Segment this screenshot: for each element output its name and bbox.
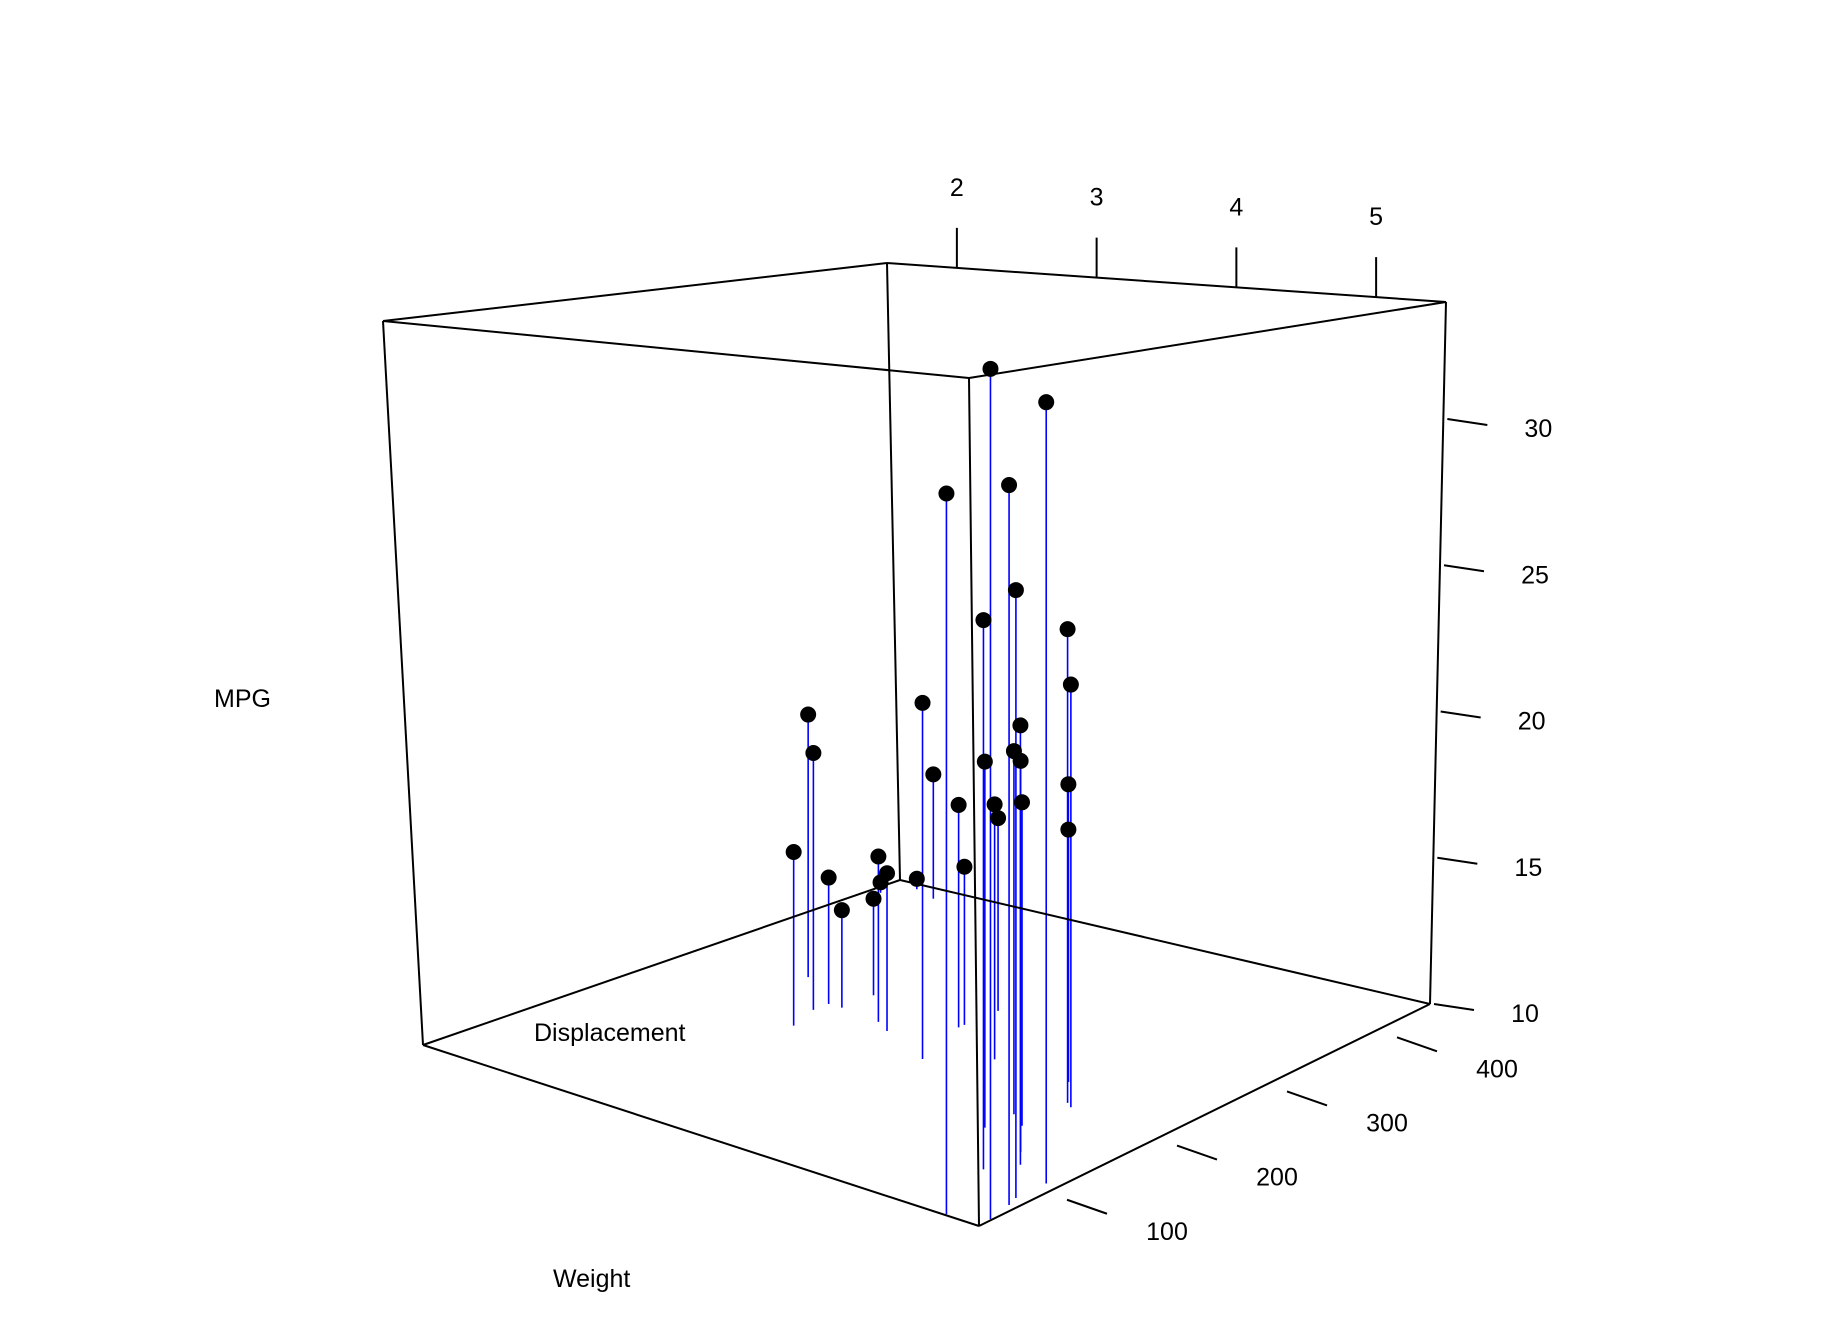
- data-point: [785, 844, 802, 861]
- z-axis-tick: [1443, 564, 1485, 573]
- box-edge: [968, 301, 1447, 379]
- z-axis-tick: [1437, 856, 1478, 865]
- data-point: [975, 612, 992, 629]
- data-point: [872, 874, 889, 891]
- axis-labels: MPG Displacement Weight: [214, 685, 686, 1293]
- data-point: [1001, 477, 1018, 494]
- y-axis-tick: [1066, 1198, 1108, 1215]
- data-point: [986, 796, 1003, 813]
- data-point: [938, 485, 955, 502]
- data-point: [1062, 676, 1079, 693]
- y-axis-label: Displacement: [534, 1019, 686, 1047]
- x-axis-label: Weight: [553, 1265, 630, 1293]
- x-tick-label: 4: [1229, 193, 1243, 221]
- data-point: [833, 902, 850, 919]
- box-edge: [978, 1003, 1431, 1227]
- data-point: [1060, 821, 1077, 838]
- data-point: [820, 869, 837, 886]
- data-point: [982, 360, 999, 377]
- data-point: [990, 810, 1007, 827]
- data-point: [976, 753, 993, 770]
- data-point: [1012, 717, 1029, 734]
- box-edge: [382, 320, 424, 1046]
- y-tick-label: 300: [1366, 1109, 1408, 1137]
- z-axis-tick: [1440, 710, 1481, 719]
- points-layer: [785, 360, 1079, 919]
- box-edge: [886, 262, 901, 881]
- drop-lines-layer: [792, 368, 1072, 1220]
- data-point: [870, 848, 887, 865]
- tick-marks: 2 3 4 5 100 200 300 400 10 15 20 25 30: [950, 174, 1552, 1246]
- data-point: [800, 706, 817, 723]
- z-axis-tick: [1447, 418, 1488, 426]
- z-tick-label: 25: [1521, 561, 1549, 589]
- z-tick-label: 30: [1524, 415, 1552, 443]
- data-point: [1038, 394, 1055, 411]
- box-edge: [968, 377, 980, 1227]
- plot-box: [382, 262, 1447, 1227]
- data-point: [1013, 794, 1030, 811]
- box-edge: [382, 320, 970, 379]
- data-point: [1007, 582, 1024, 599]
- box-edge: [899, 879, 1431, 1005]
- x-tick-label: 5: [1369, 203, 1383, 231]
- y-axis-tick: [1396, 1036, 1438, 1053]
- z-axis-label: MPG: [214, 685, 271, 713]
- y-tick-label: 200: [1256, 1164, 1298, 1192]
- y-tick-label: 400: [1476, 1055, 1518, 1083]
- data-point: [908, 870, 925, 887]
- box-edge: [886, 262, 1447, 303]
- data-point: [925, 766, 942, 783]
- z-tick-label: 15: [1514, 854, 1542, 882]
- y-axis-tick: [1286, 1090, 1328, 1107]
- data-point: [1060, 776, 1077, 793]
- box-edge: [1429, 301, 1447, 1005]
- data-point: [956, 858, 973, 875]
- box-edge: [382, 262, 888, 322]
- x-tick-label: 3: [1090, 184, 1104, 212]
- data-point: [1005, 743, 1022, 760]
- z-axis-tick: [1433, 1003, 1475, 1011]
- data-point: [950, 796, 967, 813]
- x-tick-label: 2: [950, 174, 964, 202]
- box-edge: [422, 1044, 980, 1227]
- y-axis-tick: [1176, 1144, 1218, 1161]
- data-point: [865, 890, 882, 907]
- y-tick-label: 100: [1146, 1218, 1188, 1246]
- data-point: [1059, 621, 1076, 638]
- data-point: [805, 744, 822, 761]
- z-tick-label: 20: [1518, 708, 1546, 736]
- data-point: [914, 694, 931, 711]
- box-edge: [422, 879, 901, 1046]
- z-tick-label: 10: [1511, 1000, 1539, 1028]
